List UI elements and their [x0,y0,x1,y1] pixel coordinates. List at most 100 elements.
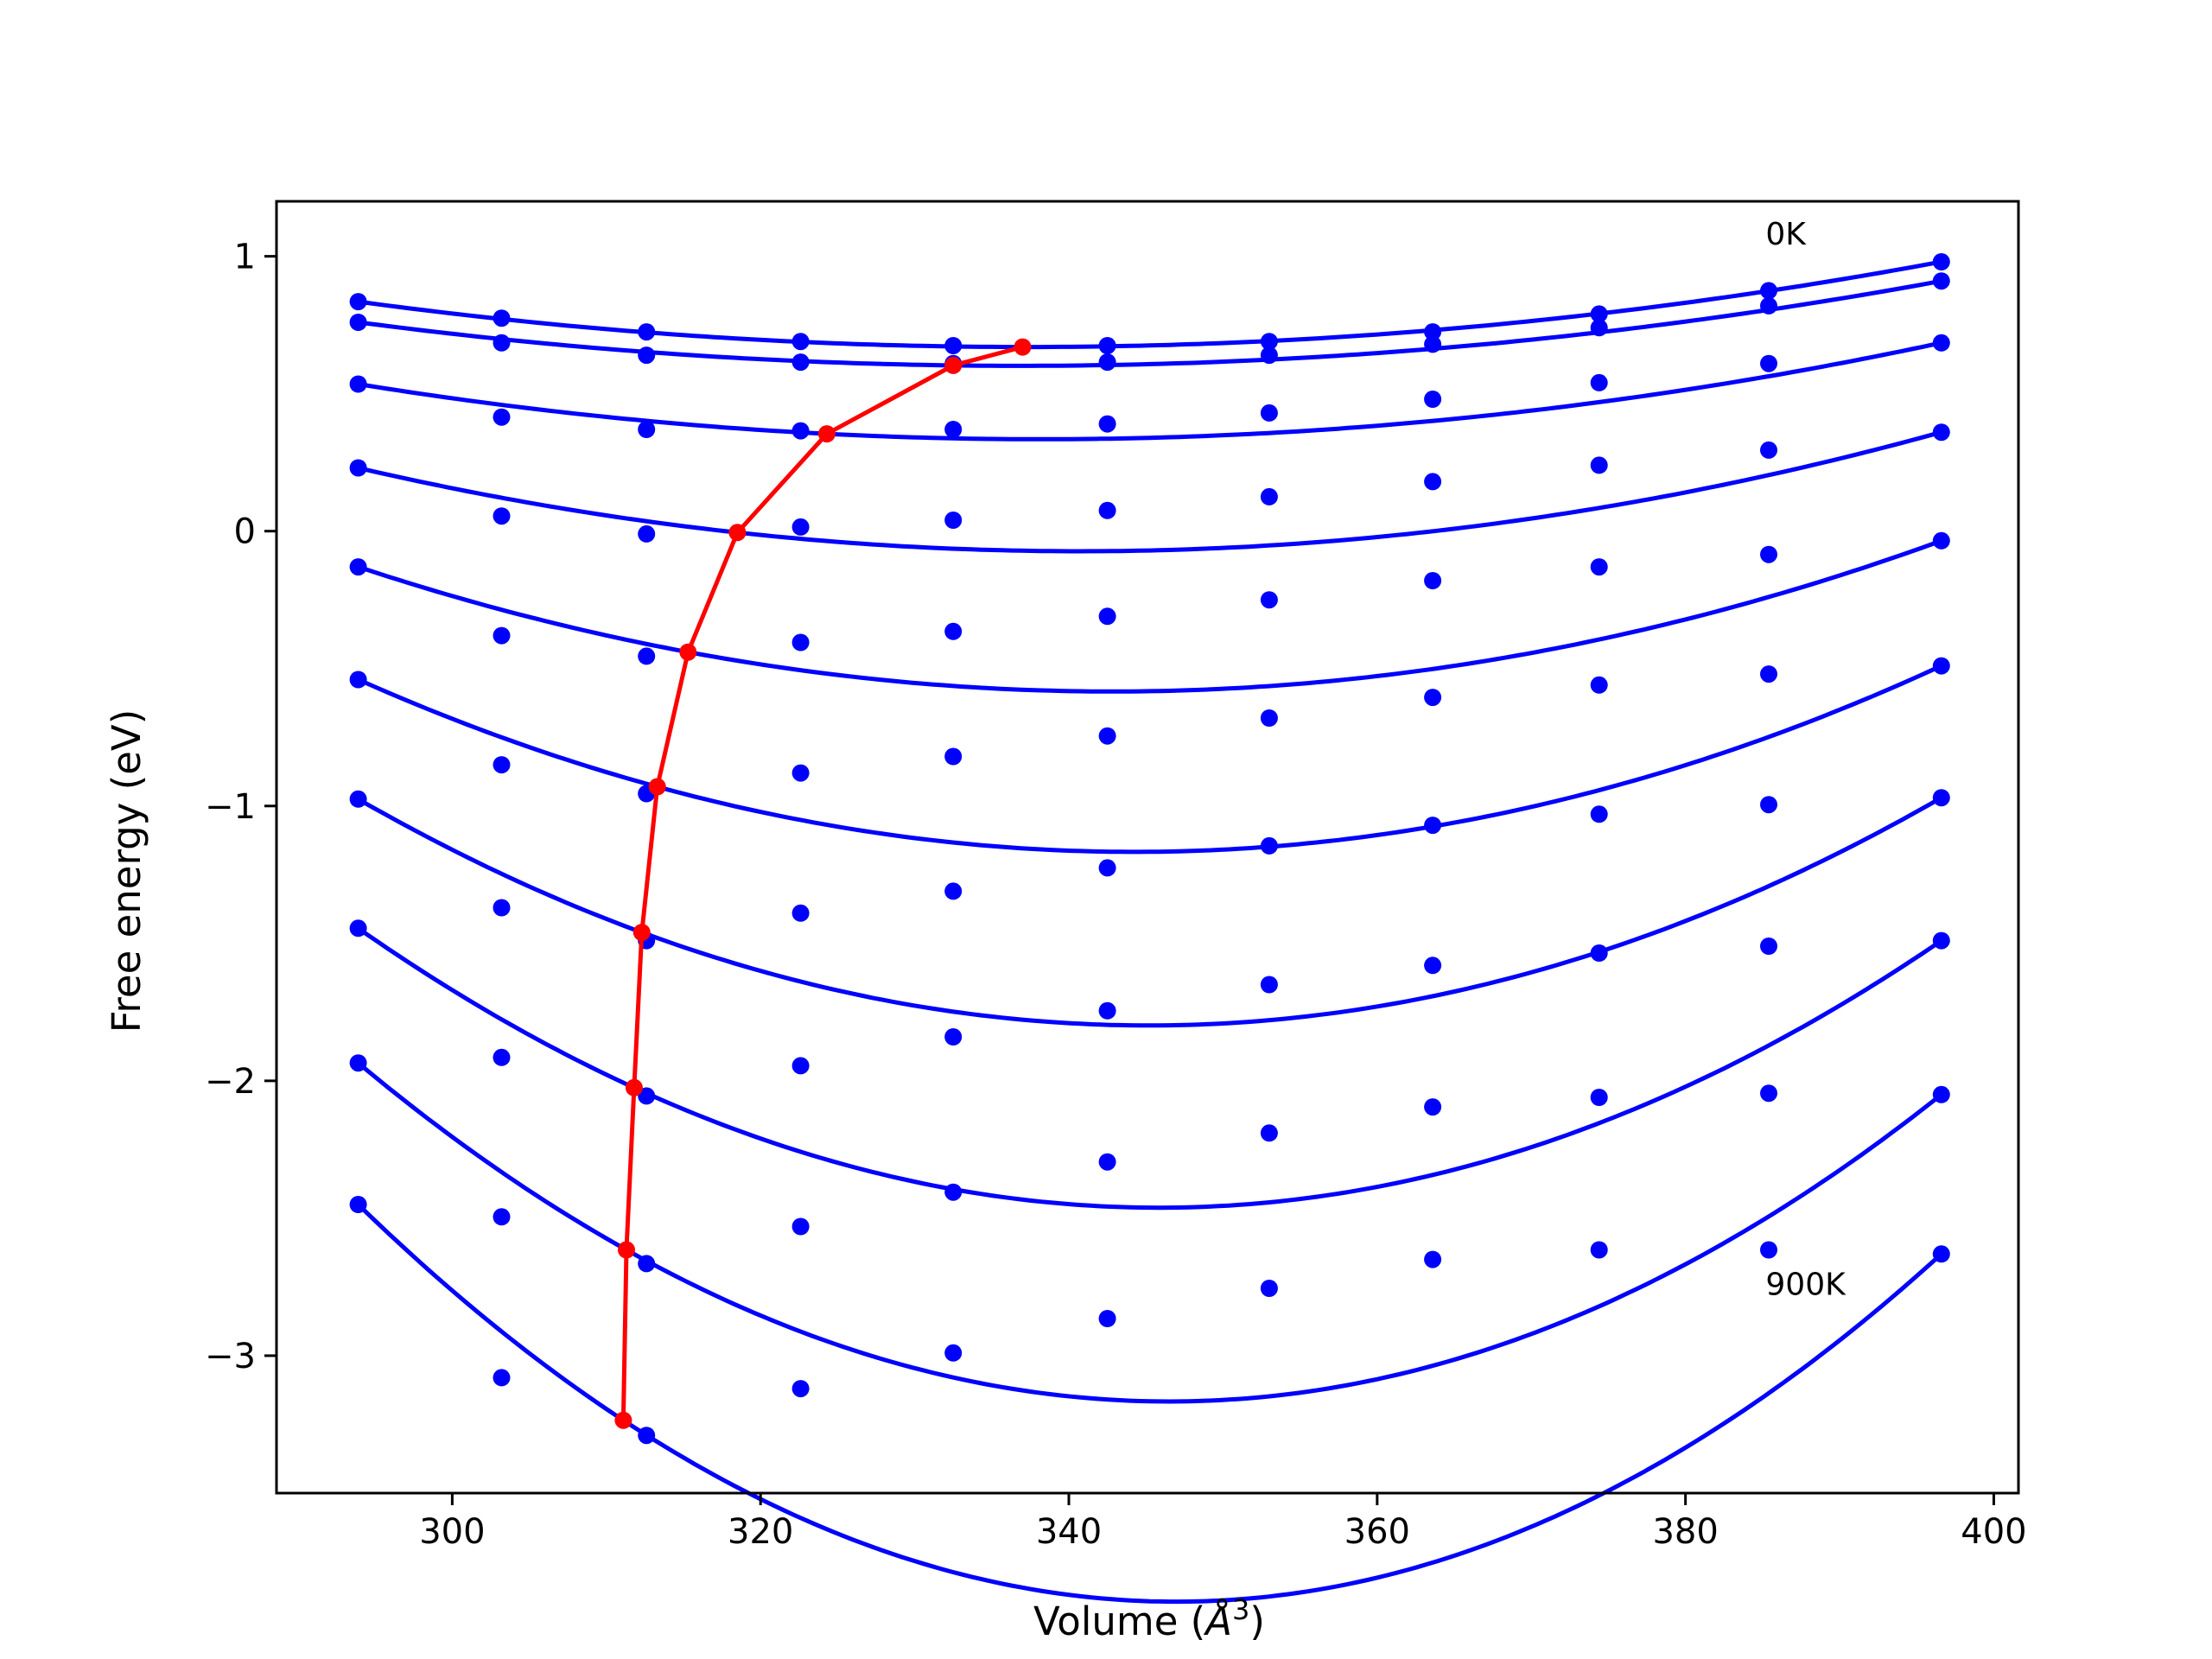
data-point-1-8 [1590,319,1608,337]
data-point-5-3 [791,764,810,782]
data-point-2-1 [493,408,511,426]
data-point-0-4 [944,337,963,354]
minimum-point-2 [817,425,836,443]
minimum-point-9 [614,1411,632,1429]
data-point-3-0 [349,459,367,477]
x-tick-label: 340 [1036,1512,1102,1552]
minimum-point-3 [728,524,747,542]
data-point-9-2 [638,1427,656,1445]
data-point-7-10 [1932,931,1950,950]
data-point-7-4 [944,1028,963,1046]
data-point-9-9 [1760,1241,1777,1259]
minimum-point-8 [618,1241,635,1259]
data-point-2-4 [944,421,963,438]
data-point-3-4 [944,512,963,529]
minimum-point-1 [944,356,963,374]
data-point-6-9 [1760,796,1777,814]
x-axis-label: Volume (Å3) [1033,1593,1265,1644]
data-point-8-0 [349,1054,367,1072]
data-point-8-2 [638,1255,656,1273]
data-point-9-7 [1424,1250,1442,1268]
data-point-0-3 [791,333,810,351]
data-point-5-0 [349,671,367,689]
data-point-4-2 [638,647,656,665]
data-point-5-5 [1098,727,1116,745]
minimum-point-7 [625,1078,643,1096]
data-point-6-3 [791,904,810,922]
data-point-0-2 [638,323,656,341]
data-point-3-10 [1932,423,1950,442]
data-point-5-6 [1260,709,1278,727]
y-tick-label: −1 [205,787,256,827]
data-point-8-7 [1424,1098,1442,1116]
data-point-2-6 [1260,404,1278,422]
data-point-4-4 [944,622,963,640]
data-point-8-1 [493,1208,511,1226]
data-point-8-6 [1260,1124,1278,1142]
data-point-0-1 [493,309,511,327]
data-point-5-9 [1760,665,1777,683]
data-point-5-4 [944,747,963,766]
data-point-8-10 [1932,1085,1950,1103]
data-point-7-1 [493,1048,511,1066]
isotherm-fit-line-5 [357,664,1942,855]
y-axis-label: Free energy (eV) [104,709,149,1033]
data-point-2-0 [349,375,367,393]
data-point-3-3 [791,518,810,536]
data-point-3-1 [493,507,511,525]
data-point-6-0 [349,790,367,808]
data-point-9-8 [1590,1241,1608,1259]
data-point-4-6 [1260,591,1278,609]
data-point-1-3 [791,353,810,372]
minimum-point-4 [679,643,697,661]
data-point-1-6 [1260,346,1278,365]
data-point-0-9 [1760,282,1777,300]
data-point-4-9 [1760,545,1777,563]
data-point-9-1 [493,1369,511,1387]
minimum-path [614,338,1032,1429]
data-point-3-7 [1424,473,1442,491]
data-point-7-9 [1760,938,1777,955]
data-point-9-4 [944,1344,963,1362]
isotherm-fit-line-7 [357,926,1943,1211]
data-point-2-3 [791,422,810,440]
y-tick-label: 1 [234,238,256,277]
x-tick-label: 320 [728,1512,793,1552]
data-point-2-2 [638,421,656,438]
x-tick-label: 300 [419,1512,485,1552]
minimum-point-5 [648,778,666,796]
data-point-5-10 [1932,657,1950,675]
data-point-4-3 [791,633,810,652]
data-point-3-8 [1590,456,1608,474]
y-tick-label: −2 [205,1062,256,1102]
data-point-1-1 [493,334,511,352]
data-point-6-7 [1424,817,1442,835]
data-point-6-10 [1932,789,1950,807]
data-point-8-5 [1098,1153,1116,1171]
data-point-7-2 [638,1087,656,1105]
data-point-4-8 [1590,558,1608,576]
data-point-5-8 [1590,676,1608,694]
x-tick-label: 400 [1961,1512,2026,1552]
data-point-3-6 [1260,487,1278,505]
isotherm-fit-line-2 [358,340,1942,442]
data-point-7-0 [349,919,367,938]
x-tick-label: 360 [1344,1512,1410,1552]
data-point-7-6 [1260,976,1278,994]
data-point-4-10 [1932,531,1950,550]
data-point-1-7 [1424,335,1442,353]
data-point-7-8 [1590,944,1608,962]
data-point-0-5 [1098,337,1116,354]
data-point-6-4 [944,882,963,900]
annotation-label: 900K [1765,1267,1847,1302]
data-point-4-7 [1424,572,1442,589]
data-point-6-6 [1260,836,1278,855]
data-point-8-9 [1760,1084,1777,1103]
data-point-2-8 [1590,373,1608,391]
annotation-label: 0K [1765,217,1807,252]
data-point-1-0 [349,314,367,331]
x-tick-label: 380 [1652,1512,1718,1552]
isotherm-fit-line-6 [357,796,1943,1028]
annotations: 0K 900K [1765,217,1847,1302]
